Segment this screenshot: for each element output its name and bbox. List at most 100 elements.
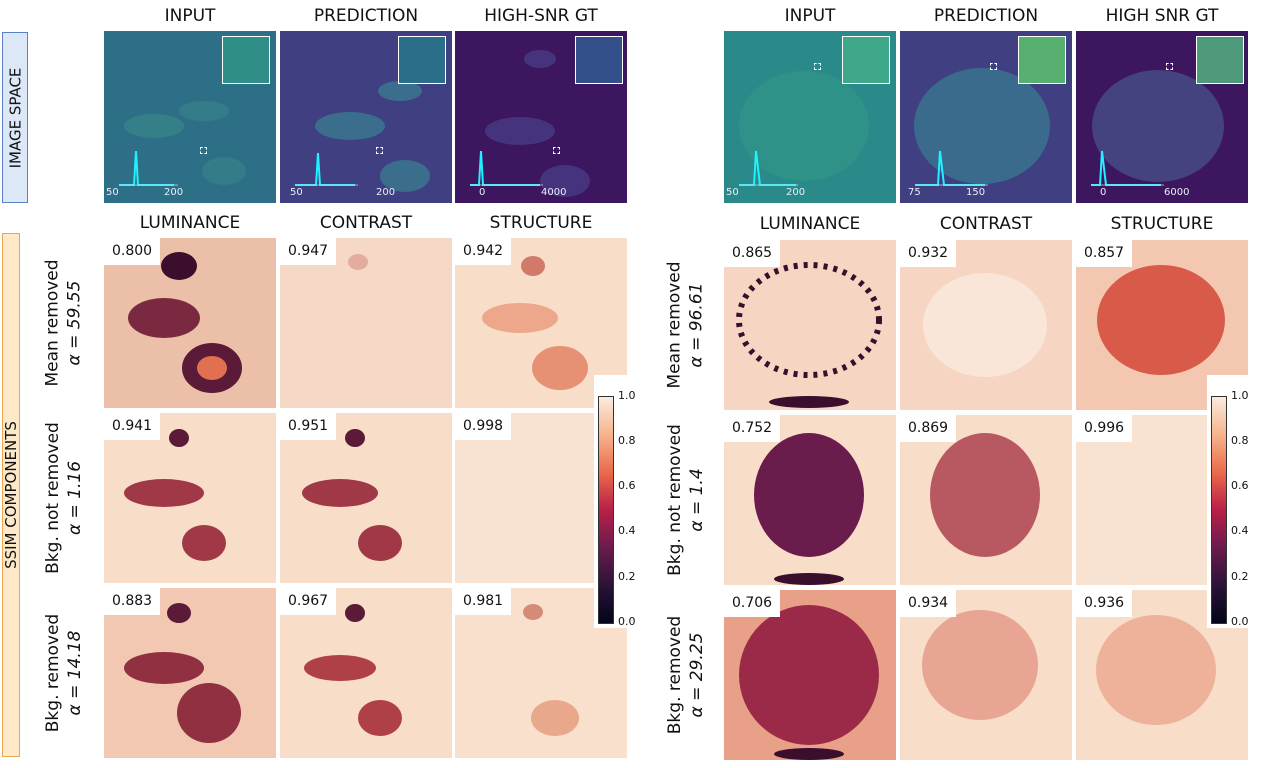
left-colorbar-tick-0-6: 0.6 <box>618 479 636 492</box>
left-mean-contrast-score: 0.947 <box>280 238 337 265</box>
right-gt-image: 0 6000 <box>1076 31 1248 203</box>
left-prediction-cells <box>315 81 430 192</box>
right-gt-hist-tick-b: 6000 <box>1164 187 1190 198</box>
right-bkg-not-removed-contrast-score: 0.869 <box>900 415 957 442</box>
right-mean-structure-score: 0.857 <box>1076 240 1133 267</box>
left-bkg-not-removed-contrast-score: 0.951 <box>280 413 337 440</box>
right-prediction-hist-tick-a: 75 <box>908 187 921 198</box>
left-gt-hist-tick-a: 0 <box>479 187 486 198</box>
right-mean-luminance-map: 0.865 <box>724 240 896 410</box>
right-colorbar <box>1211 396 1227 624</box>
left-mean-structure-map: 0.942 <box>455 238 627 408</box>
right-colorbar-tick-0-0: 0.0 <box>1231 615 1249 628</box>
right-input-histogram <box>739 150 798 186</box>
right-mean-contrast-map: 0.932 <box>900 240 1072 410</box>
right-colorbar-tick-0-8: 0.8 <box>1231 434 1249 447</box>
left-prediction-hist-tick-b: 200 <box>376 187 396 198</box>
left-bkg-not-removed-contrast-map: 0.951 <box>280 413 452 583</box>
left-bkg-not-removed-structure-score: 0.998 <box>455 413 512 440</box>
left-colorbar-tick-0-0: 0.0 <box>618 615 636 628</box>
right-mean-contrast-score: 0.932 <box>900 240 957 267</box>
left-title-luminance: LUMINANCE <box>139 213 241 233</box>
left-prediction-histogram <box>295 152 358 186</box>
right-gt-hist-tick-a: 0 <box>1100 187 1107 198</box>
left-gt-hist-tick-b: 4000 <box>541 187 567 198</box>
left-prediction-roi <box>376 147 383 154</box>
left-bkg-removed-luminance-score: 0.883 <box>104 588 161 615</box>
left-gt-image: 0 4000 <box>455 31 627 203</box>
left-input-image: 50 200 <box>104 31 276 203</box>
right-bkg-removed-contrast-score: 0.934 <box>900 590 957 617</box>
right-title-prediction: PREDICTION <box>933 6 1039 26</box>
right-row-label-bkg-not-removed: Bkg. not removed α = 1.4 <box>665 424 708 576</box>
left-bkg-not-removed-luminance-score: 0.941 <box>104 413 161 440</box>
right-bkg-not-removed-luminance-map: 0.752 <box>724 415 896 585</box>
left-colorbar-tick-1-0: 1.0 <box>618 389 636 402</box>
right-colorbar-tick-0-4: 0.4 <box>1231 524 1249 537</box>
right-title-gt: HIGH SNR GT <box>1105 6 1219 26</box>
left-gt-cells <box>485 50 590 197</box>
right-input-roi <box>814 63 821 70</box>
left-mean-contrast-map: 0.947 <box>280 238 452 408</box>
left-input-hist-tick-b: 200 <box>164 187 184 198</box>
left-input-cells <box>124 101 246 185</box>
right-row-label-mean: Mean removed α = 96.61 <box>665 261 708 389</box>
right-input-zoom-inset <box>842 36 890 84</box>
left-input-hist-tick-a: 50 <box>106 187 119 198</box>
left-row-label-bkg-not-removed: Bkg. not removed α = 1.16 <box>43 422 86 574</box>
left-prediction-zoom-inset <box>398 36 446 84</box>
left-colorbar-tick-0-8: 0.8 <box>618 434 636 447</box>
left-bkg-removed-contrast-map: 0.967 <box>280 588 452 758</box>
right-bkg-removed-contrast-map: 0.934 <box>900 590 1072 760</box>
left-input-zoom-inset <box>222 36 270 84</box>
left-prediction-hist-tick-a: 50 <box>290 187 303 198</box>
right-bkg-not-removed-luminance-score: 0.752 <box>724 415 781 442</box>
right-bkg-not-removed-contrast-map: 0.869 <box>900 415 1072 585</box>
left-title-gt: HIGH-SNR GT <box>484 6 598 26</box>
right-prediction-roi <box>990 63 997 70</box>
right-title-luminance: LUMINANCE <box>759 214 861 234</box>
right-prediction-histogram <box>915 150 988 186</box>
left-bkg-removed-structure-score: 0.981 <box>455 588 512 615</box>
right-gt-roi <box>1166 63 1173 70</box>
left-colorbar-tick-0-2: 0.2 <box>618 570 636 583</box>
ssim-components-label: SSIM COMPONENTS <box>2 233 20 757</box>
right-bkg-removed-luminance-map: 0.706 <box>724 590 896 760</box>
left-gt-histogram <box>470 150 543 186</box>
left-mean-luminance-map: 0.800 <box>104 238 276 408</box>
right-mean-luminance-score: 0.865 <box>724 240 781 267</box>
left-gt-zoom-inset <box>575 36 623 84</box>
right-row-label-bkg-removed: Bkg. removed α = 29.25 <box>665 615 708 735</box>
right-input-hist-tick-a: 50 <box>726 187 739 198</box>
right-bkg-removed-structure-score: 0.936 <box>1076 590 1133 617</box>
left-bkg-removed-contrast-score: 0.967 <box>280 588 337 615</box>
right-bkg-removed-luminance-score: 0.706 <box>724 590 781 617</box>
right-gt-zoom-inset <box>1196 36 1244 84</box>
left-input-roi <box>200 147 207 154</box>
right-input-image: 50 200 <box>724 31 896 203</box>
left-gt-roi <box>553 147 560 154</box>
left-row-label-bkg-removed: Bkg. removed α = 14.18 <box>43 613 86 733</box>
right-gt-histogram <box>1091 150 1164 186</box>
left-title-input: INPUT <box>164 6 216 26</box>
left-title-contrast: CONTRAST <box>319 213 413 233</box>
right-title-structure: STRUCTURE <box>1110 214 1214 234</box>
right-title-input: INPUT <box>784 6 836 26</box>
left-mean-structure-score: 0.942 <box>455 238 512 265</box>
right-input-hist-tick-b: 200 <box>786 187 806 198</box>
right-prediction-hist-tick-b: 150 <box>966 187 986 198</box>
right-prediction-zoom-inset <box>1018 36 1066 84</box>
right-bkg-not-removed-structure-score: 0.996 <box>1076 415 1133 442</box>
left-prediction-image: 50 200 <box>280 31 452 203</box>
left-bkg-not-removed-luminance-map: 0.941 <box>104 413 276 583</box>
left-colorbar-tick-0-4: 0.4 <box>618 524 636 537</box>
right-title-contrast: CONTRAST <box>939 214 1033 234</box>
right-colorbar-tick-0-2: 0.2 <box>1231 570 1249 583</box>
image-space-label: IMAGE SPACE <box>2 32 28 203</box>
left-row-label-mean: Mean removed α = 59.55 <box>43 259 86 387</box>
left-colorbar <box>598 396 614 624</box>
left-title-prediction: PREDICTION <box>313 6 419 26</box>
left-title-structure: STRUCTURE <box>489 213 593 233</box>
right-colorbar-tick-1-0: 1.0 <box>1231 389 1249 402</box>
left-input-histogram <box>119 150 178 186</box>
